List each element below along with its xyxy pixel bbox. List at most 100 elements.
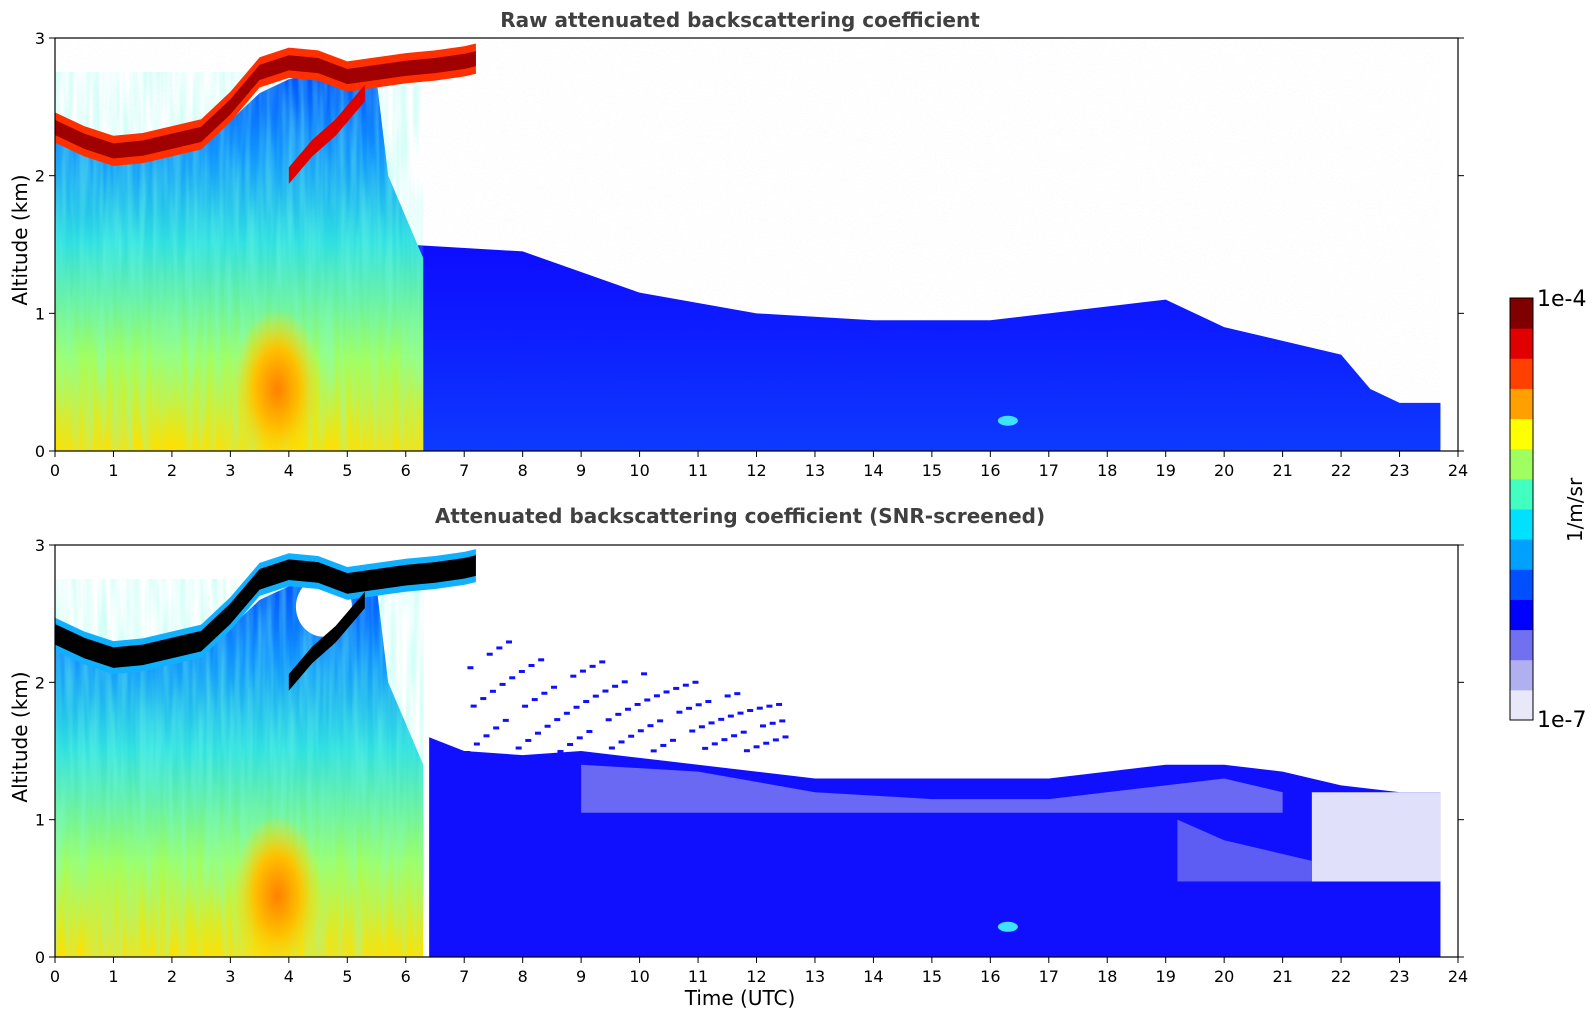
broken-cloud-layer [288, 84, 365, 184]
panel1-backscatter-field [55, 43, 1441, 451]
speckle [657, 719, 664, 723]
speckle [605, 718, 612, 722]
cloud-layer-saturated [55, 555, 476, 668]
speckle [599, 660, 606, 664]
x-tick-label: 18 [1097, 967, 1117, 986]
speckle [782, 735, 789, 739]
panel2-title: Attenuated backscattering coefficient (S… [435, 504, 1045, 528]
x-tick-label: 12 [746, 461, 766, 480]
speckle [634, 702, 641, 706]
speckle [525, 738, 532, 742]
x-tick-label: 3 [225, 967, 235, 986]
y-tick-label: 2 [35, 673, 45, 692]
speckle [653, 694, 660, 698]
speckle [708, 721, 715, 725]
speckle [628, 734, 635, 738]
speckle [538, 658, 545, 662]
colorbar-step [1510, 388, 1533, 420]
x-tick-label: 15 [922, 967, 942, 986]
x-tick-label: 13 [805, 461, 825, 480]
speckle [705, 700, 712, 704]
speckle [576, 736, 583, 740]
colorbar-step [1510, 539, 1533, 570]
speckle [499, 682, 506, 686]
speckle [779, 719, 786, 723]
speckle [718, 717, 725, 721]
speckle [583, 700, 590, 704]
speckle [756, 706, 763, 710]
speckle [489, 689, 496, 693]
x-tick-label: 22 [1331, 461, 1351, 480]
x-tick-label: 14 [863, 461, 883, 480]
speckle [615, 712, 622, 716]
x-tick-label: 8 [518, 461, 528, 480]
colorbar-step [1510, 629, 1533, 661]
x-tick-label: 9 [576, 461, 586, 480]
speckle [743, 749, 750, 753]
x-tick-label: 6 [401, 967, 411, 986]
y-tick-label: 0 [35, 442, 45, 461]
speckle [669, 738, 676, 742]
speckle [650, 749, 657, 753]
colorbar-max-label: 1e-4 [1537, 287, 1586, 312]
boundary-layer [405, 244, 1441, 451]
x-tick-label: 2 [167, 967, 177, 986]
x-tick-label: 3 [225, 461, 235, 480]
x-tick-label: 14 [863, 967, 883, 986]
y-tick-label: 1 [35, 811, 45, 830]
speckle [608, 746, 615, 750]
speckle [760, 724, 767, 728]
speckle [579, 669, 586, 673]
speckle [570, 674, 577, 678]
speckle [518, 669, 525, 673]
x-tick-label: 17 [1039, 461, 1059, 480]
weak-signal-patch [581, 764, 1283, 813]
x-tick-label: 21 [1272, 967, 1292, 986]
speckle [618, 740, 625, 744]
colorbar-step [1510, 418, 1533, 450]
very-weak-signal-patch [1311, 792, 1441, 882]
speckle [724, 694, 731, 698]
speckle [644, 698, 651, 702]
aerosol-streaks [55, 579, 424, 957]
speckle [541, 691, 548, 695]
x-tick-label: 8 [518, 967, 528, 986]
y-tick-label: 3 [35, 536, 45, 555]
small-aerosol-feature [997, 415, 1018, 426]
speckle [624, 707, 631, 711]
speckle [772, 738, 779, 742]
panel2-x-axis: 0 1 2 3 4 5 6 7 8 9 10 11 12 13 14 15 16 17 18 19 20 21 22 23 24 [50, 957, 1468, 986]
speckle [753, 745, 760, 749]
x-tick-label: 16 [980, 461, 1000, 480]
speckle [502, 718, 509, 722]
speckle [544, 724, 551, 728]
speckle [763, 741, 770, 745]
x-tick-label: 11 [688, 967, 708, 986]
colorbar-frame [1509, 297, 1534, 721]
speckle [554, 718, 561, 722]
x-tick-label: 9 [576, 967, 586, 986]
x-tick-label: 21 [1272, 461, 1292, 480]
x-tick-label: 7 [459, 967, 469, 986]
speckle [563, 711, 570, 715]
speckle [493, 726, 500, 730]
panel2-backscatter-field [55, 549, 1441, 957]
colorbar-step [1510, 328, 1533, 359]
x-tick-label: 24 [1448, 967, 1468, 986]
speckle [731, 734, 738, 738]
speckle [509, 676, 516, 680]
speckle [663, 690, 670, 694]
x-tick-label: 17 [1039, 967, 1059, 986]
panel1-ylabel: Altitude (km) [8, 174, 32, 305]
panel2-xlabel: Time (UTC) [684, 986, 796, 1010]
x-tick-label: 7 [459, 461, 469, 480]
colorbar-step [1510, 478, 1533, 510]
speckle [721, 738, 728, 742]
speckle [506, 640, 513, 644]
speckle [737, 711, 744, 715]
x-tick-label: 10 [629, 461, 649, 480]
screened-backscatter-panel: Attenuated backscattering coefficient (S… [8, 504, 1468, 1010]
panel2-y-axis: 0 1 2 3 [35, 536, 1464, 967]
panel1-title: Raw attenuated backscattering coefficien… [500, 8, 980, 32]
speckle [515, 746, 522, 750]
